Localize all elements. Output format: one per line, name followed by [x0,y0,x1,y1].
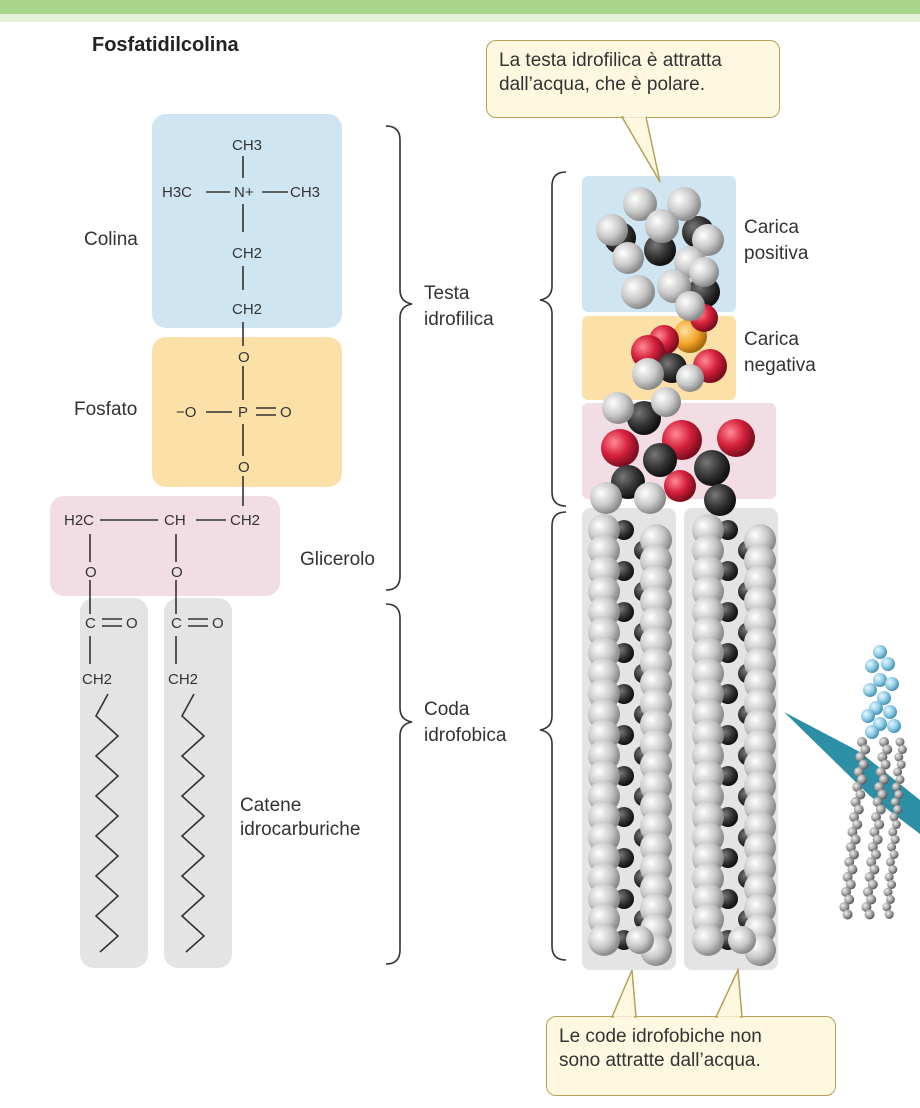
glycerol-box [50,496,280,596]
label-carica-positiva-2: positiva [744,243,809,264]
atom-ch2-c: CH2 [230,512,260,529]
label-glicerolo: Glicerolo [300,549,375,570]
atom-o-minus: −O [176,404,196,421]
head-spheres [590,187,755,516]
atom-h2c: H2C [64,512,94,529]
label-testa: Testa [424,283,470,304]
label-carica-positiva-1: Carica [744,217,799,238]
label-carica-negativa-1: Carica [744,329,799,350]
brace-coda-left [385,603,413,965]
callout-tail-line1: Le code idrofobiche non [559,1026,762,1047]
phosphate-box [152,337,342,487]
atom-o-left: O [85,564,97,581]
atom-h3c: H3C [162,184,192,201]
atom-ch2-b: CH2 [232,301,262,318]
atom-p: P [238,404,248,421]
atom-ch3-top: CH3 [232,137,262,154]
atom-o-mid-double: O [212,615,224,632]
top-banner [0,0,920,14]
label-idrocarburiche: idrocarburiche [240,819,361,840]
atom-ch2-left: CH2 [82,671,112,688]
label-idrofilica: idrofilica [424,309,494,330]
pointer-tail-right [714,967,743,1018]
atom-ch: CH [164,512,186,529]
callout-head: La testa idrofilica è attratta dall’acqu… [486,40,780,118]
pointer-tail-left [610,969,637,1018]
formula-bonds [89,156,288,953]
callout-head-line2: dall’acqua, che è polare. [499,74,705,95]
atom-o-b: O [238,459,250,476]
callout-tail: Le code idrofobiche non sono attratte da… [546,1016,836,1096]
diagram-title: Fosfatidilcolina [92,34,239,56]
braces [385,125,567,965]
atom-n-plus: N+ [234,184,254,201]
choline-box [152,114,342,328]
atom-o-mid: O [171,564,183,581]
callout-head-line1: La testa idrofilica è attratta [499,50,722,71]
label-catene: Catene [240,795,302,816]
callout-tail-line2: sono attratte dall’acqua. [559,1050,761,1071]
brace-coda-right [539,511,567,961]
side-phospholipid-model [839,645,907,920]
tail-spheres [588,514,776,966]
atom-ch3-right: CH3 [290,184,320,201]
atom-o-a: O [238,349,250,366]
label-carica-negativa-2: negativa [744,355,816,376]
atom-o-left-double: O [126,615,138,632]
formula-atoms: CH3 H3C N+ CH3 CH2 CH2 O −O P O O H2C CH… [64,137,320,688]
label-idrofobica: idrofobica [424,725,507,746]
label-colina: Colina [84,229,138,250]
atom-c-left: C [85,615,96,632]
callout-pointers [610,116,743,1018]
label-fosfato: Fosfato [74,399,138,420]
atom-o-double: O [280,404,292,421]
brace-testa-right [539,171,567,507]
label-coda: Coda [424,699,470,720]
atom-ch2-mid: CH2 [168,671,198,688]
brace-testa-left [385,125,413,591]
teal-ribbon [784,712,920,834]
atom-c-mid: C [171,615,182,632]
top-banner-shade [0,14,920,22]
pointer-head [620,116,661,183]
atom-ch2-a: CH2 [232,245,262,262]
chain-box-left [80,598,148,968]
